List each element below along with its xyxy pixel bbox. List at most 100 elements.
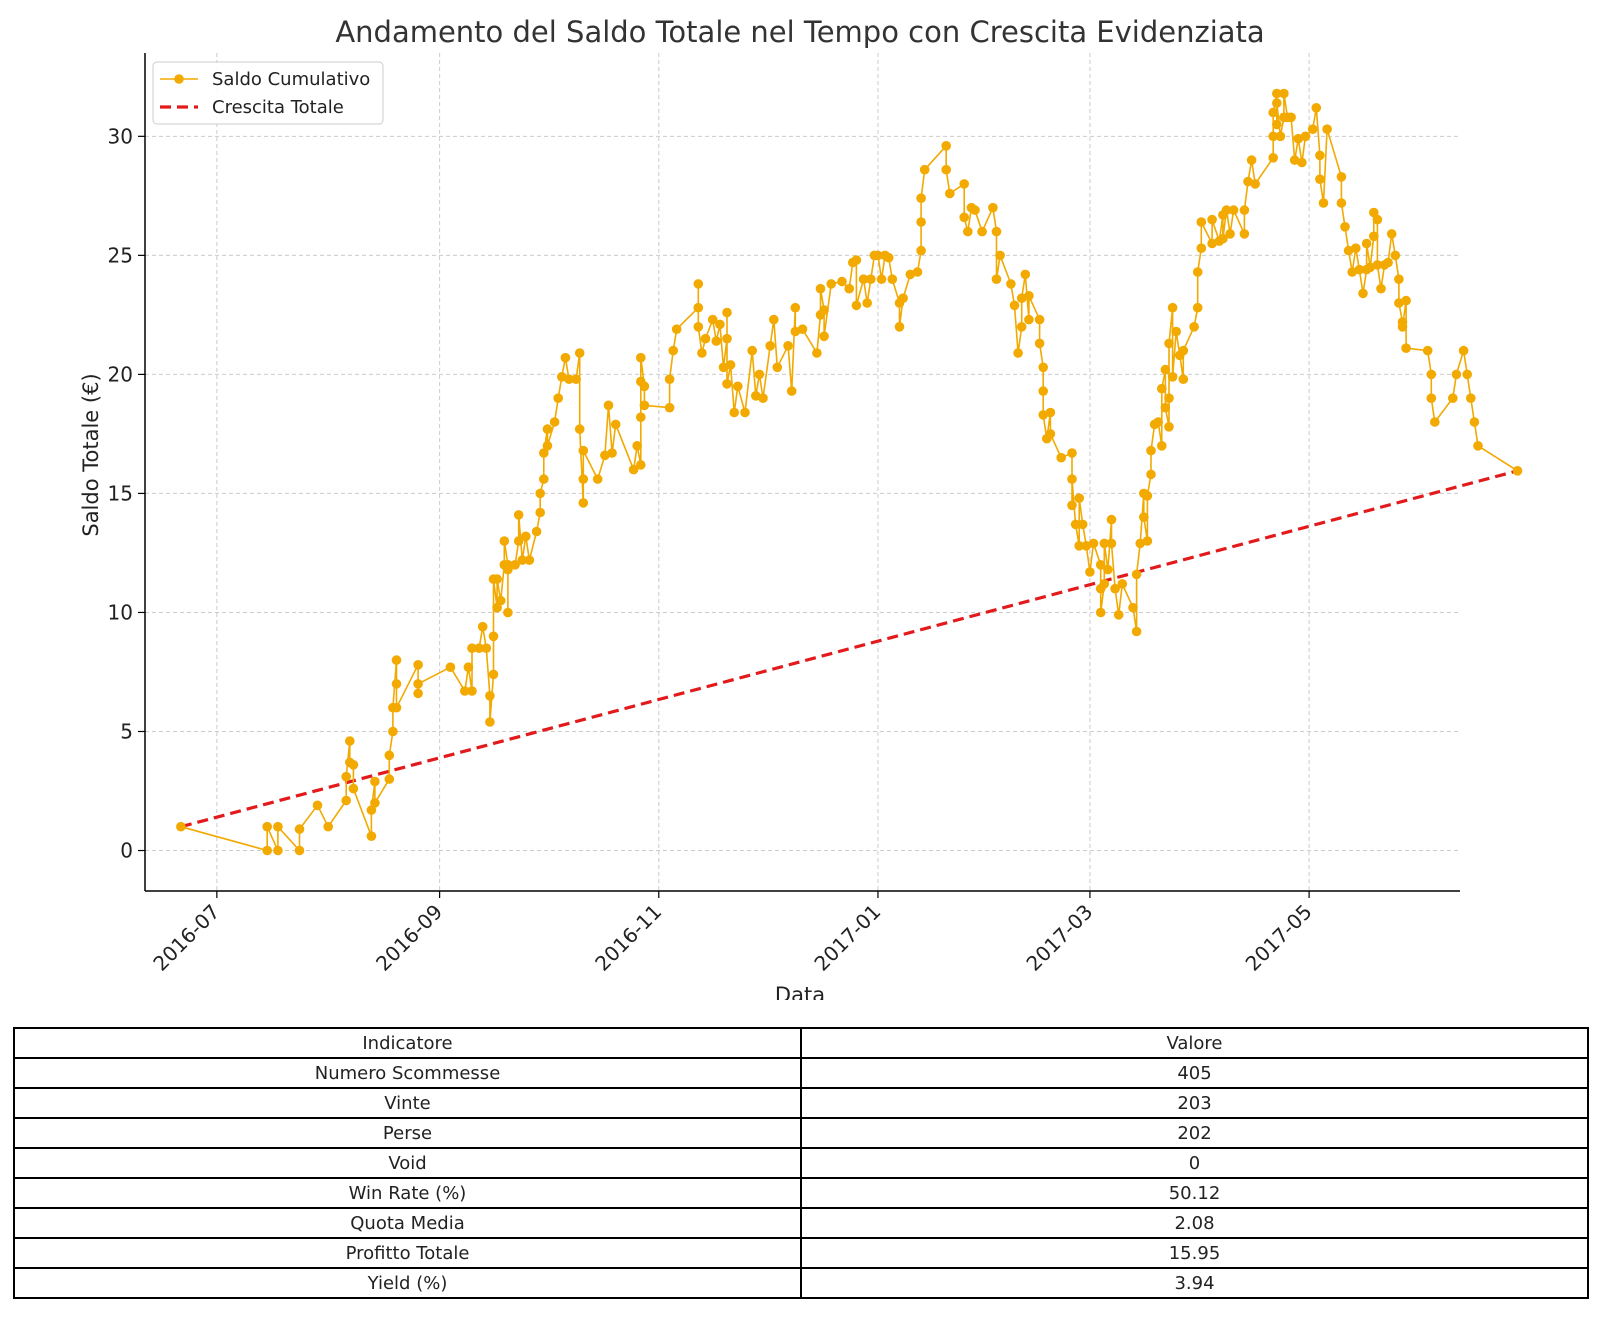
saldo-cumulativo-point <box>1279 88 1289 99</box>
saldo-cumulativo-point <box>1160 402 1171 413</box>
saldo-cumulativo-point <box>1157 383 1167 394</box>
chart-title: Andamento del Saldo Totale nel Tempo con… <box>335 15 1264 49</box>
saldo-cumulativo-point <box>1020 269 1031 280</box>
saldo-cumulativo-point <box>600 450 610 461</box>
saldo-cumulativo-point <box>1067 448 1077 458</box>
saldo-cumulativo-point <box>1038 362 1048 373</box>
saldo-cumulativo-point <box>1077 519 1088 530</box>
saldo-cumulativo-point <box>1451 369 1462 380</box>
saldo-cumulativo-point <box>858 274 869 285</box>
saldo-cumulativo-point <box>1336 198 1347 208</box>
saldo-cumulativo-point <box>1307 124 1318 134</box>
saldo-cumulativo-point <box>1397 322 1408 332</box>
saldo-cumulativo-point <box>574 424 585 434</box>
legend-label-crescita: Crescita Totale <box>212 97 344 118</box>
saldo-cumulativo-point <box>1322 124 1332 134</box>
saldo-cumulativo-point <box>1315 150 1325 161</box>
value-cell: 405 <box>800 1057 1589 1089</box>
saldo-cumulativo-point <box>391 702 402 713</box>
x-tick-label: 2016-09 <box>371 900 447 976</box>
saldo-cumulativo-point <box>578 445 589 456</box>
saldo-cumulativo-point <box>671 324 682 335</box>
saldo-cumulativo-point <box>1275 131 1286 142</box>
saldo-cumulativo-point <box>1383 257 1393 268</box>
saldo-cumulativo-point <box>1081 541 1092 551</box>
saldo-cumulativo-point <box>391 655 402 665</box>
saldo-cumulativo-point <box>1016 322 1027 332</box>
chart-axes <box>144 53 1460 892</box>
saldo-cumulativo-point <box>1160 364 1171 375</box>
saldo-cumulativo-point <box>797 324 808 335</box>
saldo-cumulativo-point <box>413 679 423 689</box>
saldo-cumulativo-point <box>495 595 506 606</box>
saldo-cumulativo-point <box>1311 103 1322 113</box>
saldo-cumulativo-point <box>769 314 779 325</box>
saldo-cumulativo-point <box>578 498 589 508</box>
saldo-cumulativo-point <box>564 374 574 385</box>
table-row: Perse 202 <box>13 1117 1589 1149</box>
saldo-cumulativo-point <box>384 750 395 761</box>
saldo-cumulativo-point <box>697 348 707 358</box>
saldo-cumulativo-point <box>560 352 571 363</box>
value-cell: 202 <box>800 1117 1589 1149</box>
saldo-cumulativo-point <box>733 381 743 392</box>
saldo-cumulativo-point <box>603 400 614 411</box>
saldo-cumulativo-point <box>1178 374 1189 385</box>
saldo-cumulativo-point <box>905 269 916 280</box>
saldo-cumulativo-point <box>765 341 775 351</box>
saldo-cumulativo-point <box>1343 245 1354 256</box>
saldo-cumulativo-point <box>786 386 797 396</box>
saldo-cumulativo-point <box>1128 602 1138 613</box>
saldo-cumulativo-point <box>1142 491 1153 501</box>
saldo-cumulativo-point <box>539 474 549 484</box>
x-tick-label: 2016-11 <box>590 900 666 976</box>
saldo-cumulativo-point <box>1458 345 1469 356</box>
saldo-cumulativo-point <box>1099 538 1110 549</box>
saldo-cumulativo-point <box>294 845 305 856</box>
saldo-cumulativo-point <box>1386 229 1397 239</box>
saldo-cumulativo-point <box>668 345 678 356</box>
saldo-cumulativo-point <box>1167 372 1178 382</box>
saldo-cumulativo-point <box>664 402 675 413</box>
saldo-cumulativo-point <box>729 407 739 418</box>
saldo-cumulativo-point <box>273 845 283 856</box>
indicator-cell: Numero Scommesse <box>13 1057 802 1089</box>
saldo-cumulativo-point <box>1135 538 1145 549</box>
saldo-cumulativo-point <box>970 205 980 215</box>
saldo-cumulativo-point <box>1131 626 1142 637</box>
saldo-cumulativo-point <box>413 660 423 670</box>
saldo-cumulativo-point <box>751 391 761 401</box>
saldo-cumulativo-point <box>1164 338 1174 349</box>
saldo-cumulativo-point <box>557 372 567 382</box>
saldo-cumulativo-point <box>341 795 352 806</box>
saldo-cumulativo-point <box>1106 514 1117 525</box>
saldo-cumulativo-point <box>1351 243 1361 253</box>
saldo-cumulativo-point <box>366 805 377 815</box>
saldo-cumulativo-point <box>1376 283 1386 294</box>
saldo-cumulativo-point <box>1070 519 1081 530</box>
saldo-cumulativo-point <box>1085 567 1095 577</box>
saldo-cumulativo-point <box>837 276 847 287</box>
table-row: Yield (%) 3.94 <box>13 1267 1589 1299</box>
saldo-cumulativo-point <box>1110 583 1120 594</box>
saldo-cumulativo-point <box>539 448 549 458</box>
value-cell: 0 <box>800 1147 1589 1179</box>
saldo-cumulativo-point <box>1426 393 1437 404</box>
saldo-cumulativo-point <box>1106 538 1117 549</box>
saldo-cumulativo-point <box>610 419 621 430</box>
saldo-cumulativo-point <box>725 360 736 370</box>
saldo-cumulativo-point <box>941 141 951 151</box>
legend-saldo-marker <box>174 74 184 84</box>
saldo-cumulativo-point <box>754 369 765 380</box>
saldo-cumulativo-point <box>553 393 563 404</box>
saldo-cumulativo-point <box>1095 560 1106 570</box>
saldo-cumulativo-point <box>477 621 488 632</box>
y-tick-label: 10 <box>108 600 133 624</box>
saldo-cumulativo-point <box>1401 295 1411 306</box>
saldo-cumulativo-point <box>1340 222 1350 232</box>
saldo-cumulativo-point <box>488 631 499 642</box>
x-tick-label: 2017-01 <box>809 900 885 976</box>
indicator-cell: Yield (%) <box>13 1267 802 1299</box>
saldo-cumulativo-point <box>492 602 502 613</box>
saldo-cumulativo-point <box>1372 260 1383 270</box>
